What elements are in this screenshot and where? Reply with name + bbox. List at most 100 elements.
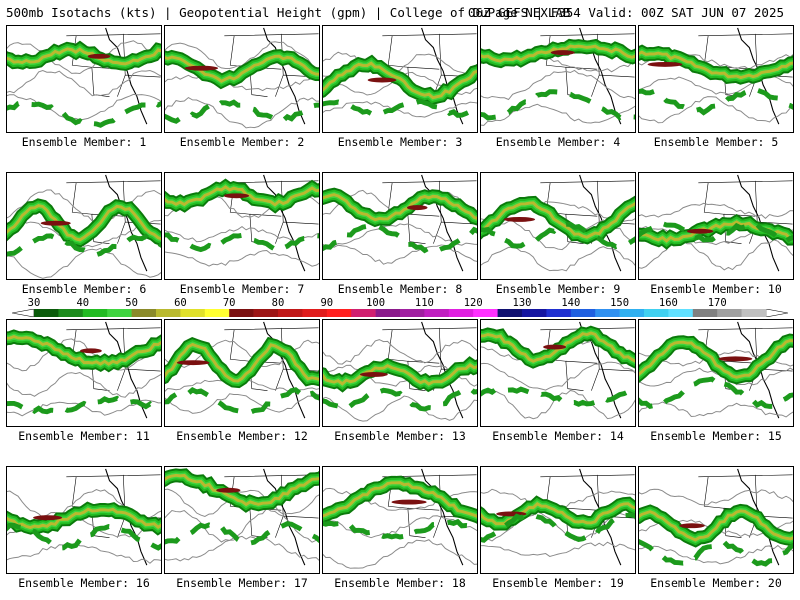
jet-stream-band (323, 223, 477, 254)
member-label: Ensemble Member: 11 (18, 429, 150, 443)
height-contour (323, 244, 477, 265)
jet-stream-band (481, 201, 635, 239)
jet-stream-band (639, 539, 793, 567)
colorbar-swatch (82, 309, 108, 317)
colorbar-tick: 60 (174, 297, 187, 309)
coastline (579, 174, 622, 272)
member-map-panel (6, 25, 162, 133)
height-contour (165, 507, 319, 543)
colorbar-swatch (570, 309, 596, 317)
height-contour (639, 367, 793, 387)
member-label: Ensemble Member: 13 (334, 429, 466, 443)
height-contour (481, 541, 635, 557)
height-contour (165, 74, 319, 92)
jet-stream-band (7, 507, 161, 530)
colorbar-swatch (644, 309, 669, 317)
height-contour (7, 189, 161, 223)
map-borders (382, 180, 477, 244)
jet-core (359, 372, 388, 377)
colorbar-swatch (424, 309, 450, 317)
member-map (165, 27, 319, 129)
member-label: Ensemble Member: 7 (179, 282, 305, 296)
coastline (421, 174, 464, 272)
jet-stream-band (165, 99, 319, 124)
map-borders (66, 33, 161, 97)
height-contour (639, 401, 793, 418)
member-map-panel (638, 319, 794, 427)
colorbar-tick: 170 (707, 297, 727, 309)
member-label: Ensemble Member: 8 (337, 282, 463, 296)
jet-stream-band (639, 376, 793, 410)
member-map-panel (164, 466, 320, 574)
jet-core (184, 65, 219, 71)
colorbar-swatch (522, 309, 547, 317)
colorbar-tick: 90 (320, 297, 334, 309)
coastline (737, 174, 780, 272)
jet-stream-band (323, 481, 477, 518)
jet-stream-band (639, 509, 793, 542)
member-map (165, 321, 319, 419)
height-contour (481, 69, 635, 101)
member-label: Ensemble Member: 3 (337, 135, 463, 149)
member-map (639, 468, 793, 567)
jet-stream-band (481, 89, 635, 121)
chart-title: 500mb Isotachs (kts) | Geopotential Heig… (6, 5, 571, 20)
colorbar-strip (12, 309, 788, 317)
member-map-panel (322, 172, 478, 280)
height-contour (323, 51, 477, 78)
colorbar-swatch (326, 309, 352, 317)
height-contour (481, 361, 635, 391)
height-contour (481, 103, 635, 126)
colorbar-swatch (156, 309, 181, 317)
member-map-panel (322, 466, 478, 574)
jet-stream-band (165, 386, 319, 415)
jet-core (686, 228, 714, 234)
height-contour (165, 393, 319, 414)
height-contour (323, 395, 477, 422)
map-borders (224, 33, 319, 97)
colorbar-swatch (692, 309, 718, 317)
jet-stream-band (7, 335, 161, 366)
member-label: Ensemble Member: 4 (495, 135, 621, 149)
colorbar-swatch (668, 309, 694, 317)
colorbar-right-arrow (765, 309, 788, 317)
jet-stream-band (323, 193, 477, 222)
colorbar-tick: 30 (27, 297, 41, 309)
colorbar-left-arrow (12, 309, 35, 317)
member-map (639, 27, 793, 125)
jet-stream-band (165, 473, 319, 507)
member-map (639, 174, 793, 272)
colorbar-tick: 100 (366, 297, 386, 309)
member-map-panel (322, 25, 478, 133)
height-contour (323, 515, 477, 539)
jet-stream-band (165, 54, 319, 83)
member-map-panel (6, 172, 162, 280)
member-map-panel (638, 466, 794, 574)
member-map (7, 321, 161, 419)
colorbar-swatch (229, 309, 254, 317)
colorbar-tick: 50 (125, 297, 138, 309)
colorbar-tick: 120 (463, 297, 483, 309)
jet-core (33, 515, 63, 521)
colorbar-swatch (34, 309, 59, 317)
height-contour (7, 338, 161, 372)
height-contour (639, 202, 793, 220)
colorbar-tick: 140 (561, 297, 581, 309)
jet-core (391, 499, 427, 505)
height-contour (7, 247, 161, 279)
jet-core (503, 216, 536, 222)
jet-stream-band (7, 233, 161, 258)
colorbar-swatch (131, 309, 157, 317)
jet-core (223, 193, 250, 199)
height-contour (323, 339, 477, 365)
height-contour (165, 535, 319, 562)
member-map (7, 174, 161, 279)
member-map-panel (638, 25, 794, 133)
jet-stream-band (481, 221, 635, 250)
member-label: Ensemble Member: 2 (179, 135, 305, 149)
jet-stream-band (481, 44, 635, 63)
jet-stream-band (323, 98, 477, 118)
member-map-panel (480, 319, 636, 427)
colorbar-swatch (448, 309, 474, 317)
jet-stream-band (7, 395, 161, 415)
